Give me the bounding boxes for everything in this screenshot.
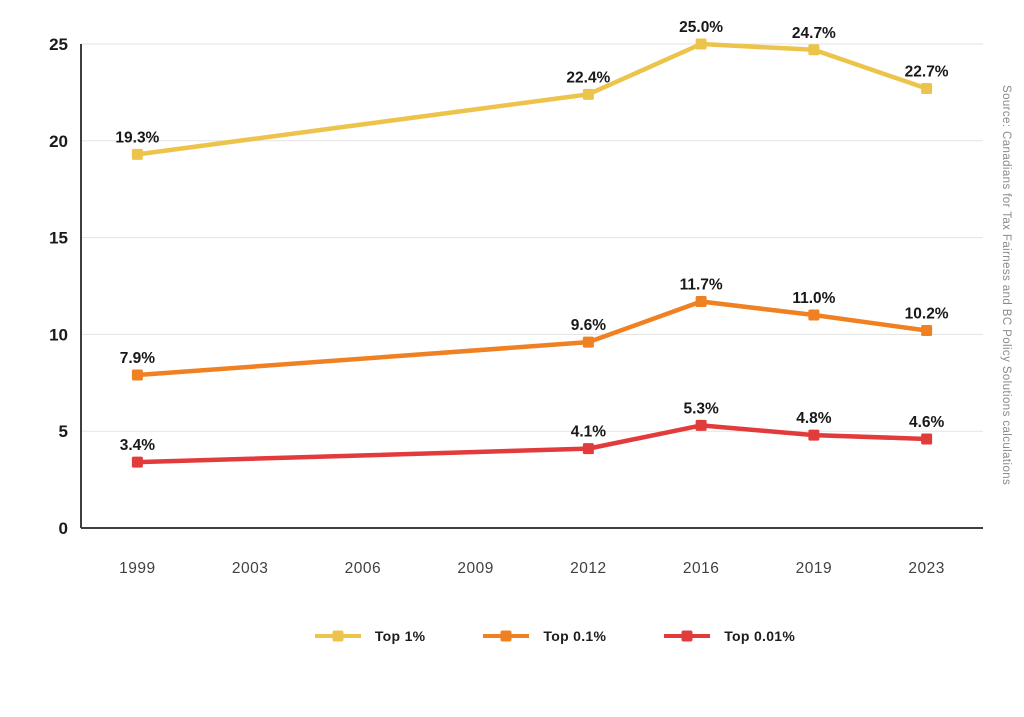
legend-marker-top-1pct xyxy=(314,630,361,642)
data-point-label: 19.3% xyxy=(115,129,159,146)
data-point-marker xyxy=(808,309,820,321)
data-point-marker xyxy=(695,419,707,431)
data-point-marker xyxy=(582,336,594,348)
data-point-label: 11.7% xyxy=(680,276,723,293)
y-tick-label: 0 xyxy=(59,519,68,538)
data-point-label: 25.0% xyxy=(679,19,723,36)
data-point-marker xyxy=(921,83,933,95)
data-point-marker xyxy=(131,148,143,160)
legend-item-top-0-1pct: Top 0.1% xyxy=(483,628,606,644)
y-tick-label: 25 xyxy=(49,35,68,54)
data-point-marker xyxy=(582,443,594,455)
legend-marker-top-0-1pct xyxy=(483,630,530,642)
legend-label-top-0-01pct: Top 0.01% xyxy=(724,628,796,644)
data-point-label: 9.6% xyxy=(571,317,607,334)
y-tick-label: 10 xyxy=(49,325,68,344)
data-point-label: 4.1% xyxy=(571,424,607,441)
data-point-marker xyxy=(131,369,143,381)
legend-marker-top-0-01pct xyxy=(664,630,711,642)
x-tick-label: 2016 xyxy=(683,560,719,577)
x-tick-label: 2003 xyxy=(232,560,268,577)
data-point-marker xyxy=(695,38,707,50)
chart-legend: Top 1% Top 0.1% Top 0.01% xyxy=(86,628,1024,644)
x-tick-label: 2012 xyxy=(570,560,606,577)
data-point-label: 11.0% xyxy=(792,290,835,307)
x-tick-label: 2006 xyxy=(345,560,381,577)
data-point-marker xyxy=(921,325,933,337)
data-point-marker xyxy=(921,433,933,445)
data-point-marker xyxy=(808,429,820,441)
series-line xyxy=(135,299,929,378)
x-tick-label: 1999 xyxy=(119,560,155,577)
y-tick-label: 15 xyxy=(49,229,68,248)
data-point-label: 4.6% xyxy=(909,414,945,431)
data-point-label: 10.2% xyxy=(905,306,949,323)
legend-label-top-1pct: Top 1% xyxy=(374,628,426,644)
data-point-marker xyxy=(808,44,820,56)
data-point-label: 22.4% xyxy=(566,69,610,86)
y-tick-label: 20 xyxy=(49,132,68,151)
data-point-label: 24.7% xyxy=(792,25,836,42)
data-point-label: 3.4% xyxy=(120,437,156,454)
series-line xyxy=(135,41,929,157)
data-point-label: 5.3% xyxy=(683,400,719,417)
data-point-label: 22.7% xyxy=(905,64,949,81)
data-point-label: 7.9% xyxy=(120,350,156,367)
x-tick-label: 2009 xyxy=(457,560,493,577)
data-point-marker xyxy=(582,88,594,100)
data-point-label: 4.8% xyxy=(796,410,832,427)
legend-item-top-1pct: Top 1% xyxy=(314,628,426,644)
data-point-marker xyxy=(695,295,707,307)
legend-item-top-0-01pct: Top 0.01% xyxy=(664,628,795,644)
data-point-marker xyxy=(131,456,143,468)
x-tick-label: 2019 xyxy=(796,560,832,577)
y-tick-label: 5 xyxy=(59,422,68,441)
x-tick-label: 2023 xyxy=(908,560,944,577)
income-share-line-chart: 0 5 10 15 20 25 1999 2003 2006 2009 2012 2016 2019 20… xyxy=(49,19,983,577)
legend-label-top-0-1pct: Top 0.1% xyxy=(543,628,607,644)
source-note: Source: Canadians for Tax Fairness and B… xyxy=(1000,85,1012,486)
